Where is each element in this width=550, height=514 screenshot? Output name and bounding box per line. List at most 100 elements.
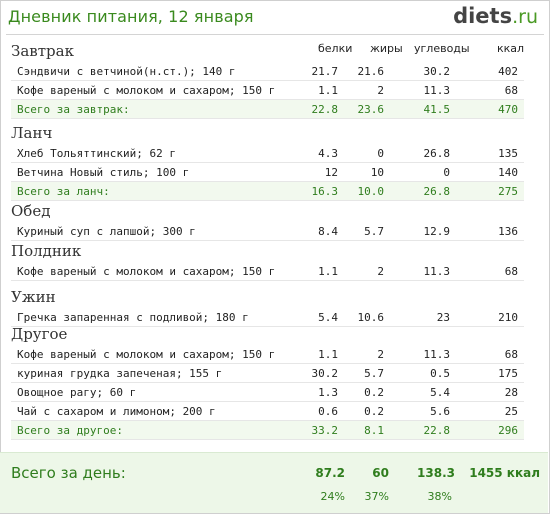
food-name: Гречка запаренная с подливой; 180 г: [17, 311, 249, 324]
food-kcal: 210: [498, 311, 518, 324]
food-fat: 0.2: [364, 386, 384, 399]
food-protein: 1.3: [318, 386, 338, 399]
header: Дневник питания, 12 января diets.ru: [0, 0, 550, 36]
food-row[interactable]: Сэндвичи с ветчиной(н.ст.); 140 г 21.7 21.…: [11, 62, 524, 81]
food-name: Кофе вареный с молоком и сахаром; 150 г: [17, 265, 276, 278]
food-kcal: 28: [504, 386, 518, 399]
food-fat: 2: [377, 84, 384, 97]
food-fat: 5.7: [364, 225, 384, 238]
food-kcal: 136: [498, 225, 518, 238]
food-name: Ветчина Новый стиль; 100 г: [17, 166, 190, 179]
food-carbs: 26.8: [423, 147, 451, 160]
total-protein: 22.8: [311, 103, 339, 116]
logo-main: diets: [453, 4, 513, 28]
food-kcal: 68: [504, 265, 518, 278]
food-carbs: 11.3: [423, 265, 451, 278]
section-title: Ланч: [11, 124, 53, 142]
food-protein: 30.2: [311, 367, 339, 380]
food-name: Кофе вареный с молоком и сахаром; 150 г: [17, 84, 276, 97]
food-row[interactable]: Ветчина Новый стиль; 100 г 12 10 0 140: [11, 163, 524, 182]
food-fat: 10.6: [357, 311, 385, 324]
section-title: Обед: [11, 202, 51, 220]
food-row[interactable]: Куриный суп с лапшой; 300 г 8.4 5.7 12.9 136: [11, 222, 524, 241]
section-title: Другое: [11, 325, 68, 343]
food-protein: 12: [324, 166, 338, 179]
header-divider: [6, 34, 544, 35]
section-total-row: Всего за другое: 33.2 8.1 22.8 296: [11, 421, 524, 440]
food-carbs: 5.6: [430, 405, 450, 418]
food-name: Куриный суп с лапшой; 300 г: [17, 225, 196, 238]
column-header-protein: белки: [318, 42, 353, 55]
food-carbs: 23: [436, 311, 450, 324]
total-kcal: 470: [498, 103, 518, 116]
food-name: Кофе вареный с молоком и сахаром; 150 г: [17, 348, 276, 361]
day-total-label: Всего за день:: [11, 464, 126, 482]
food-protein: 4.3: [318, 147, 338, 160]
food-fat: 0.2: [364, 405, 384, 418]
food-row[interactable]: Гречка запаренная с подливой; 180 г 5.4 10…: [11, 308, 524, 327]
food-name: Сэндвичи с ветчиной(н.ст.); 140 г: [17, 65, 236, 78]
food-kcal: 68: [504, 348, 518, 361]
food-row[interactable]: Кофе вареный с молоком и сахаром; 150 г 1…: [11, 81, 524, 100]
food-protein: 1.1: [318, 348, 338, 361]
food-kcal: 135: [498, 147, 518, 160]
food-fat: 10: [370, 166, 384, 179]
day-percent-protein: 24%: [320, 490, 345, 503]
food-row[interactable]: Кофе вареный с молоком и сахаром; 150 г 1…: [11, 345, 524, 364]
food-fat: 0: [377, 147, 384, 160]
day-summary: Всего за день: 87.2 60 138.3 1455 ккал 2…: [0, 452, 548, 513]
food-kcal: 175: [498, 367, 518, 380]
section-title: Полдник: [11, 242, 82, 260]
total-fat: 23.6: [357, 103, 385, 116]
food-row[interactable]: Овощное рагу; 60 г 1.3 0.2 5.4 28: [11, 383, 524, 402]
food-protein: 0.6: [318, 405, 338, 418]
total-carbs: 41.5: [423, 103, 451, 116]
food-kcal: 68: [504, 84, 518, 97]
food-protein: 1.1: [318, 84, 338, 97]
total-protein: 16.3: [311, 185, 339, 198]
total-kcal: 296: [498, 424, 518, 437]
column-header-kcal: ккал: [497, 42, 525, 55]
section-total-label: Всего за ланч:: [17, 185, 110, 198]
day-percent-fat: 37%: [364, 490, 389, 503]
food-protein: 5.4: [318, 311, 338, 324]
food-kcal: 140: [498, 166, 518, 179]
food-carbs: 11.3: [423, 348, 451, 361]
column-header-carbs: углеводы: [414, 42, 470, 55]
food-row[interactable]: Хлеб Тольяттинский; 62 г 4.3 0 26.8 135: [11, 144, 524, 163]
food-name: Овощное рагу; 60 г: [17, 386, 137, 399]
day-total-protein: 87.2: [315, 466, 345, 480]
logo-tld: .ru: [512, 6, 538, 28]
total-carbs: 22.8: [423, 424, 451, 437]
food-row[interactable]: куриная грудка запеченая; 155 г 30.2 5.7 0.…: [11, 364, 524, 383]
food-fat: 21.6: [357, 65, 385, 78]
food-name: Чай с сахаром и лимоном; 200 г: [17, 405, 216, 418]
food-fat: 2: [377, 348, 384, 361]
food-name: куриная грудка запеченая; 155 г: [17, 367, 223, 380]
section-total-row: Всего за завтрак: 22.8 23.6 41.5 470: [11, 100, 524, 119]
food-carbs: 11.3: [423, 84, 451, 97]
total-carbs: 26.8: [423, 185, 451, 198]
section-total-label: Всего за завтрак:: [17, 103, 130, 116]
food-row[interactable]: Чай с сахаром и лимоном; 200 г 0.6 0.2 5.6 2…: [11, 402, 524, 421]
total-kcal: 275: [498, 185, 518, 198]
food-carbs: 30.2: [423, 65, 451, 78]
food-name: Хлеб Тольяттинский; 62 г: [17, 147, 176, 160]
food-carbs: 12.9: [423, 225, 451, 238]
page-title: Дневник питания, 12 января: [8, 7, 254, 26]
day-total-carbs: 138.3: [417, 466, 455, 480]
food-carbs: 0.5: [430, 367, 450, 380]
site-logo[interactable]: diets.ru: [453, 4, 538, 28]
food-kcal: 402: [498, 65, 518, 78]
total-protein: 33.2: [311, 424, 339, 437]
section-total-label: Всего за другое:: [17, 424, 123, 437]
food-protein: 1.1: [318, 265, 338, 278]
section-title: Ужин: [11, 288, 56, 306]
food-protein: 21.7: [311, 65, 339, 78]
day-total-fat: 60: [372, 466, 389, 480]
section-title: Завтрак: [11, 42, 74, 60]
day-total-kcal: 1455 ккал: [469, 466, 540, 480]
section-total-row: Всего за ланч: 16.3 10.0 26.8 275: [11, 182, 524, 201]
day-percent-carbs: 38%: [427, 490, 452, 503]
food-row[interactable]: Кофе вареный с молоком и сахаром; 150 г 1…: [11, 262, 524, 281]
